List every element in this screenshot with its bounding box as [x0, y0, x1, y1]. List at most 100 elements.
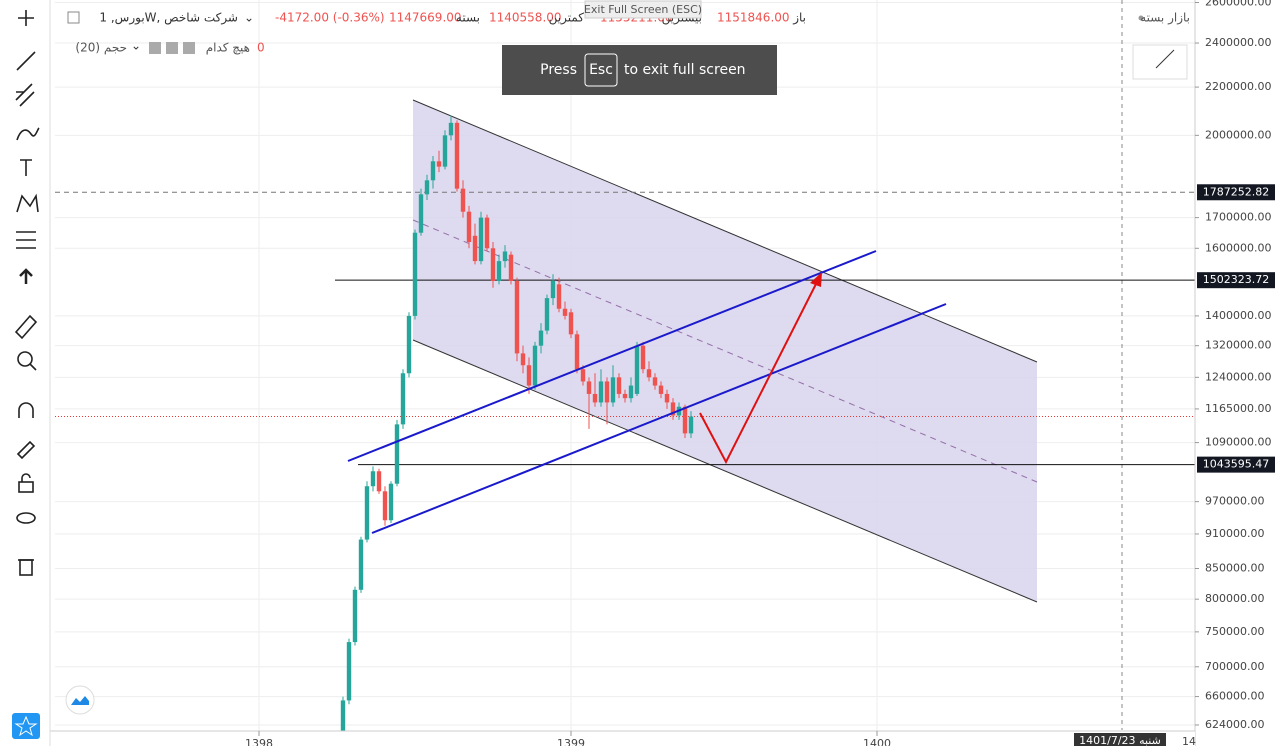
candle-body [550, 280, 556, 299]
candle-body [622, 393, 628, 399]
price-label: 1502323.72 [1203, 273, 1269, 286]
price-label-box [1197, 184, 1275, 201]
price-label: 1787252.82 [1203, 185, 1269, 198]
tooltip [584, 0, 702, 19]
y-tick-label: 1090000.00 [1205, 436, 1271, 449]
candle-body [502, 251, 508, 262]
candle-body [394, 424, 400, 484]
y-tick-label: 624000.00 [1205, 718, 1265, 731]
candle-body [544, 298, 550, 331]
candle-body [472, 235, 478, 262]
candle-body [442, 135, 448, 167]
candle-body [406, 315, 412, 374]
y-tick-label: 800000.00 [1205, 592, 1265, 605]
status: بازار بسته [1140, 11, 1190, 26]
candle-body [424, 180, 430, 195]
low-value: 1140558.00 [489, 11, 562, 25]
candle-body [346, 642, 352, 701]
price-label-box [1197, 456, 1275, 473]
candle-body [646, 369, 652, 378]
candle-body [454, 122, 460, 189]
candle-body [652, 377, 658, 386]
channel-mid [412, 219, 1038, 483]
y-tick-label: 1700000.00 [1205, 211, 1271, 224]
line-tool [1155, 49, 1175, 69]
candle-body [388, 483, 394, 521]
y-tick-label: 910000.00 [1205, 527, 1265, 540]
tooltip-text: Exit Full Screen (ESC) [584, 3, 702, 16]
y-tick-label: 1240000.00 [1205, 370, 1271, 383]
star-icon [14, 715, 38, 737]
close-label: بسته [456, 11, 480, 25]
candle-body [526, 365, 532, 386]
indicator-icon[interactable] [149, 42, 161, 54]
indicator-icon[interactable] [166, 42, 178, 54]
x-tick-label: 1398 [245, 737, 273, 746]
drawing-toolbar[interactable] [1132, 44, 1188, 80]
candle-body [352, 589, 358, 643]
candle-body [670, 402, 676, 416]
y-tick-label: 2000000.00 [1205, 128, 1271, 141]
indicator-value: 0 [257, 41, 265, 55]
indicator-name: حجم (20) [75, 41, 127, 55]
candle-body [478, 217, 484, 262]
logo [65, 685, 95, 715]
candle-body [376, 471, 382, 492]
candle-body [586, 381, 592, 394]
status-dot [1138, 15, 1144, 21]
candle-body [658, 385, 664, 394]
logo-mark [71, 696, 89, 705]
candle-body [574, 334, 580, 370]
candle-body [514, 280, 520, 354]
y-tick-label: 1400000.00 [1205, 309, 1271, 322]
candle-body [466, 211, 472, 243]
candle-body [664, 393, 670, 403]
x-tick-label: 1400 [863, 737, 891, 746]
candle-body [484, 217, 490, 249]
candle-body [430, 161, 436, 181]
candle-body [340, 700, 346, 745]
arrow-head [810, 272, 822, 287]
candle-body [364, 486, 370, 540]
candle-body [382, 491, 388, 521]
price-axis [1195, 0, 1286, 746]
open-value: 1151846.00 [717, 11, 790, 25]
channel-bottom [412, 339, 1038, 603]
open-label: باز [792, 11, 806, 26]
axis-cut-label: 14 [1182, 735, 1196, 746]
key-box [584, 53, 618, 87]
crosshair-date-box [1074, 733, 1166, 746]
x-tick-label: 1399 [557, 737, 585, 746]
indicator-source: هیچ کدام [206, 41, 250, 55]
candle-body [592, 393, 598, 403]
y-tick-label: 1600000.00 [1205, 241, 1271, 254]
projection-arrow [699, 279, 819, 465]
candle-body [496, 261, 502, 281]
candle-body [400, 373, 406, 425]
indicator-icon[interactable] [183, 42, 195, 54]
channel-top [412, 99, 1038, 363]
y-tick-label: 750000.00 [1205, 625, 1265, 638]
y-tick-label: 660000.00 [1205, 690, 1265, 703]
y-tick-label: 1320000.00 [1205, 339, 1271, 352]
favorite-button[interactable] [12, 713, 40, 739]
candle-body [634, 345, 640, 394]
candle-body [568, 312, 574, 335]
candle-body [448, 122, 454, 136]
candle-body [460, 188, 466, 212]
candle-body [412, 232, 418, 316]
y-tick-label: 2400000.00 [1205, 36, 1271, 49]
candle-body [682, 406, 688, 434]
trend-line [371, 303, 947, 534]
collapse-box[interactable] [67, 11, 80, 24]
candle-body [610, 377, 616, 403]
change: -4172.00 (-0.36%) [275, 11, 385, 25]
toolbar-icons[interactable] [14, 10, 40, 576]
key: Esc [589, 62, 613, 78]
chevron: ⌄ [244, 11, 254, 25]
candle-body [604, 381, 610, 403]
candle-body [688, 416, 694, 434]
candle-body [358, 539, 364, 590]
y-tick-label: 700000.00 [1205, 660, 1265, 673]
chevron: ⌄ [131, 39, 141, 53]
